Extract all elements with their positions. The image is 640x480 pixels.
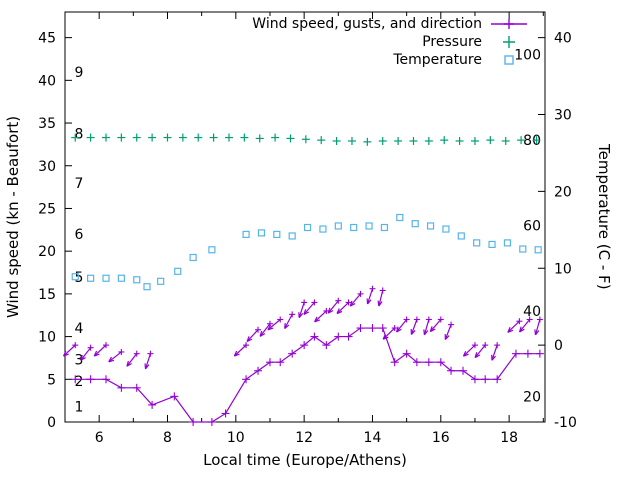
- legend-marker-pressure-plus-icon: [503, 36, 515, 48]
- svg-text:45: 45: [38, 31, 56, 47]
- legend-marker-wind-line-plus-icon: [491, 19, 527, 29]
- x-axis-title: Local time (Europe/Athens): [203, 451, 407, 469]
- svg-text:100: 100: [514, 48, 541, 64]
- svg-text:6: 6: [75, 227, 84, 243]
- svg-text:15: 15: [38, 287, 56, 303]
- svg-text:0: 0: [554, 338, 563, 354]
- svg-text:12: 12: [295, 430, 313, 446]
- legend-item-wind: Wind speed, gusts, and direction: [252, 15, 528, 33]
- svg-text:40: 40: [38, 73, 56, 89]
- svg-text:-10: -10: [554, 415, 577, 431]
- svg-text:20: 20: [38, 244, 56, 260]
- svg-text:40: 40: [554, 31, 572, 47]
- svg-text:0: 0: [47, 415, 56, 431]
- svg-text:6: 6: [95, 430, 104, 446]
- legend-label-pressure: Pressure: [422, 34, 482, 50]
- svg-text:60: 60: [523, 219, 541, 235]
- svg-text:10: 10: [38, 330, 56, 346]
- svg-text:9: 9: [75, 65, 84, 81]
- svg-text:10: 10: [554, 261, 572, 277]
- legend-label-temperature: Temperature: [393, 52, 482, 68]
- svg-text:30: 30: [554, 108, 572, 124]
- y-axis-title-left: Wind speed (kn - Beaufort): [4, 115, 22, 319]
- svg-text:2: 2: [75, 374, 84, 390]
- svg-text:80: 80: [523, 133, 541, 149]
- svg-text:40: 40: [523, 304, 541, 320]
- svg-text:5: 5: [47, 372, 56, 388]
- svg-text:30: 30: [38, 159, 56, 175]
- svg-text:8: 8: [75, 126, 84, 142]
- legend-item-pressure: Pressure: [252, 33, 528, 51]
- svg-text:20: 20: [523, 389, 541, 405]
- svg-text:20: 20: [554, 184, 572, 200]
- legend-marker-temperature-square-icon: [504, 55, 514, 65]
- legend: Wind speed, gusts, and direction Pressur…: [252, 15, 528, 69]
- svg-text:10: 10: [227, 430, 245, 446]
- svg-text:8: 8: [163, 430, 172, 446]
- svg-text:18: 18: [500, 430, 518, 446]
- svg-text:14: 14: [364, 430, 382, 446]
- svg-text:4: 4: [75, 321, 84, 337]
- y-axis-title-right: Temperature (C - F): [595, 144, 613, 290]
- svg-text:5: 5: [75, 270, 84, 286]
- svg-text:1: 1: [75, 400, 84, 416]
- svg-text:16: 16: [432, 430, 450, 446]
- svg-text:35: 35: [38, 116, 56, 132]
- legend-label-wind: Wind speed, gusts, and direction: [252, 16, 482, 32]
- svg-text:7: 7: [75, 176, 84, 192]
- legend-item-temperature: Temperature: [252, 51, 528, 69]
- svg-text:3: 3: [75, 353, 84, 369]
- svg-text:25: 25: [38, 201, 56, 217]
